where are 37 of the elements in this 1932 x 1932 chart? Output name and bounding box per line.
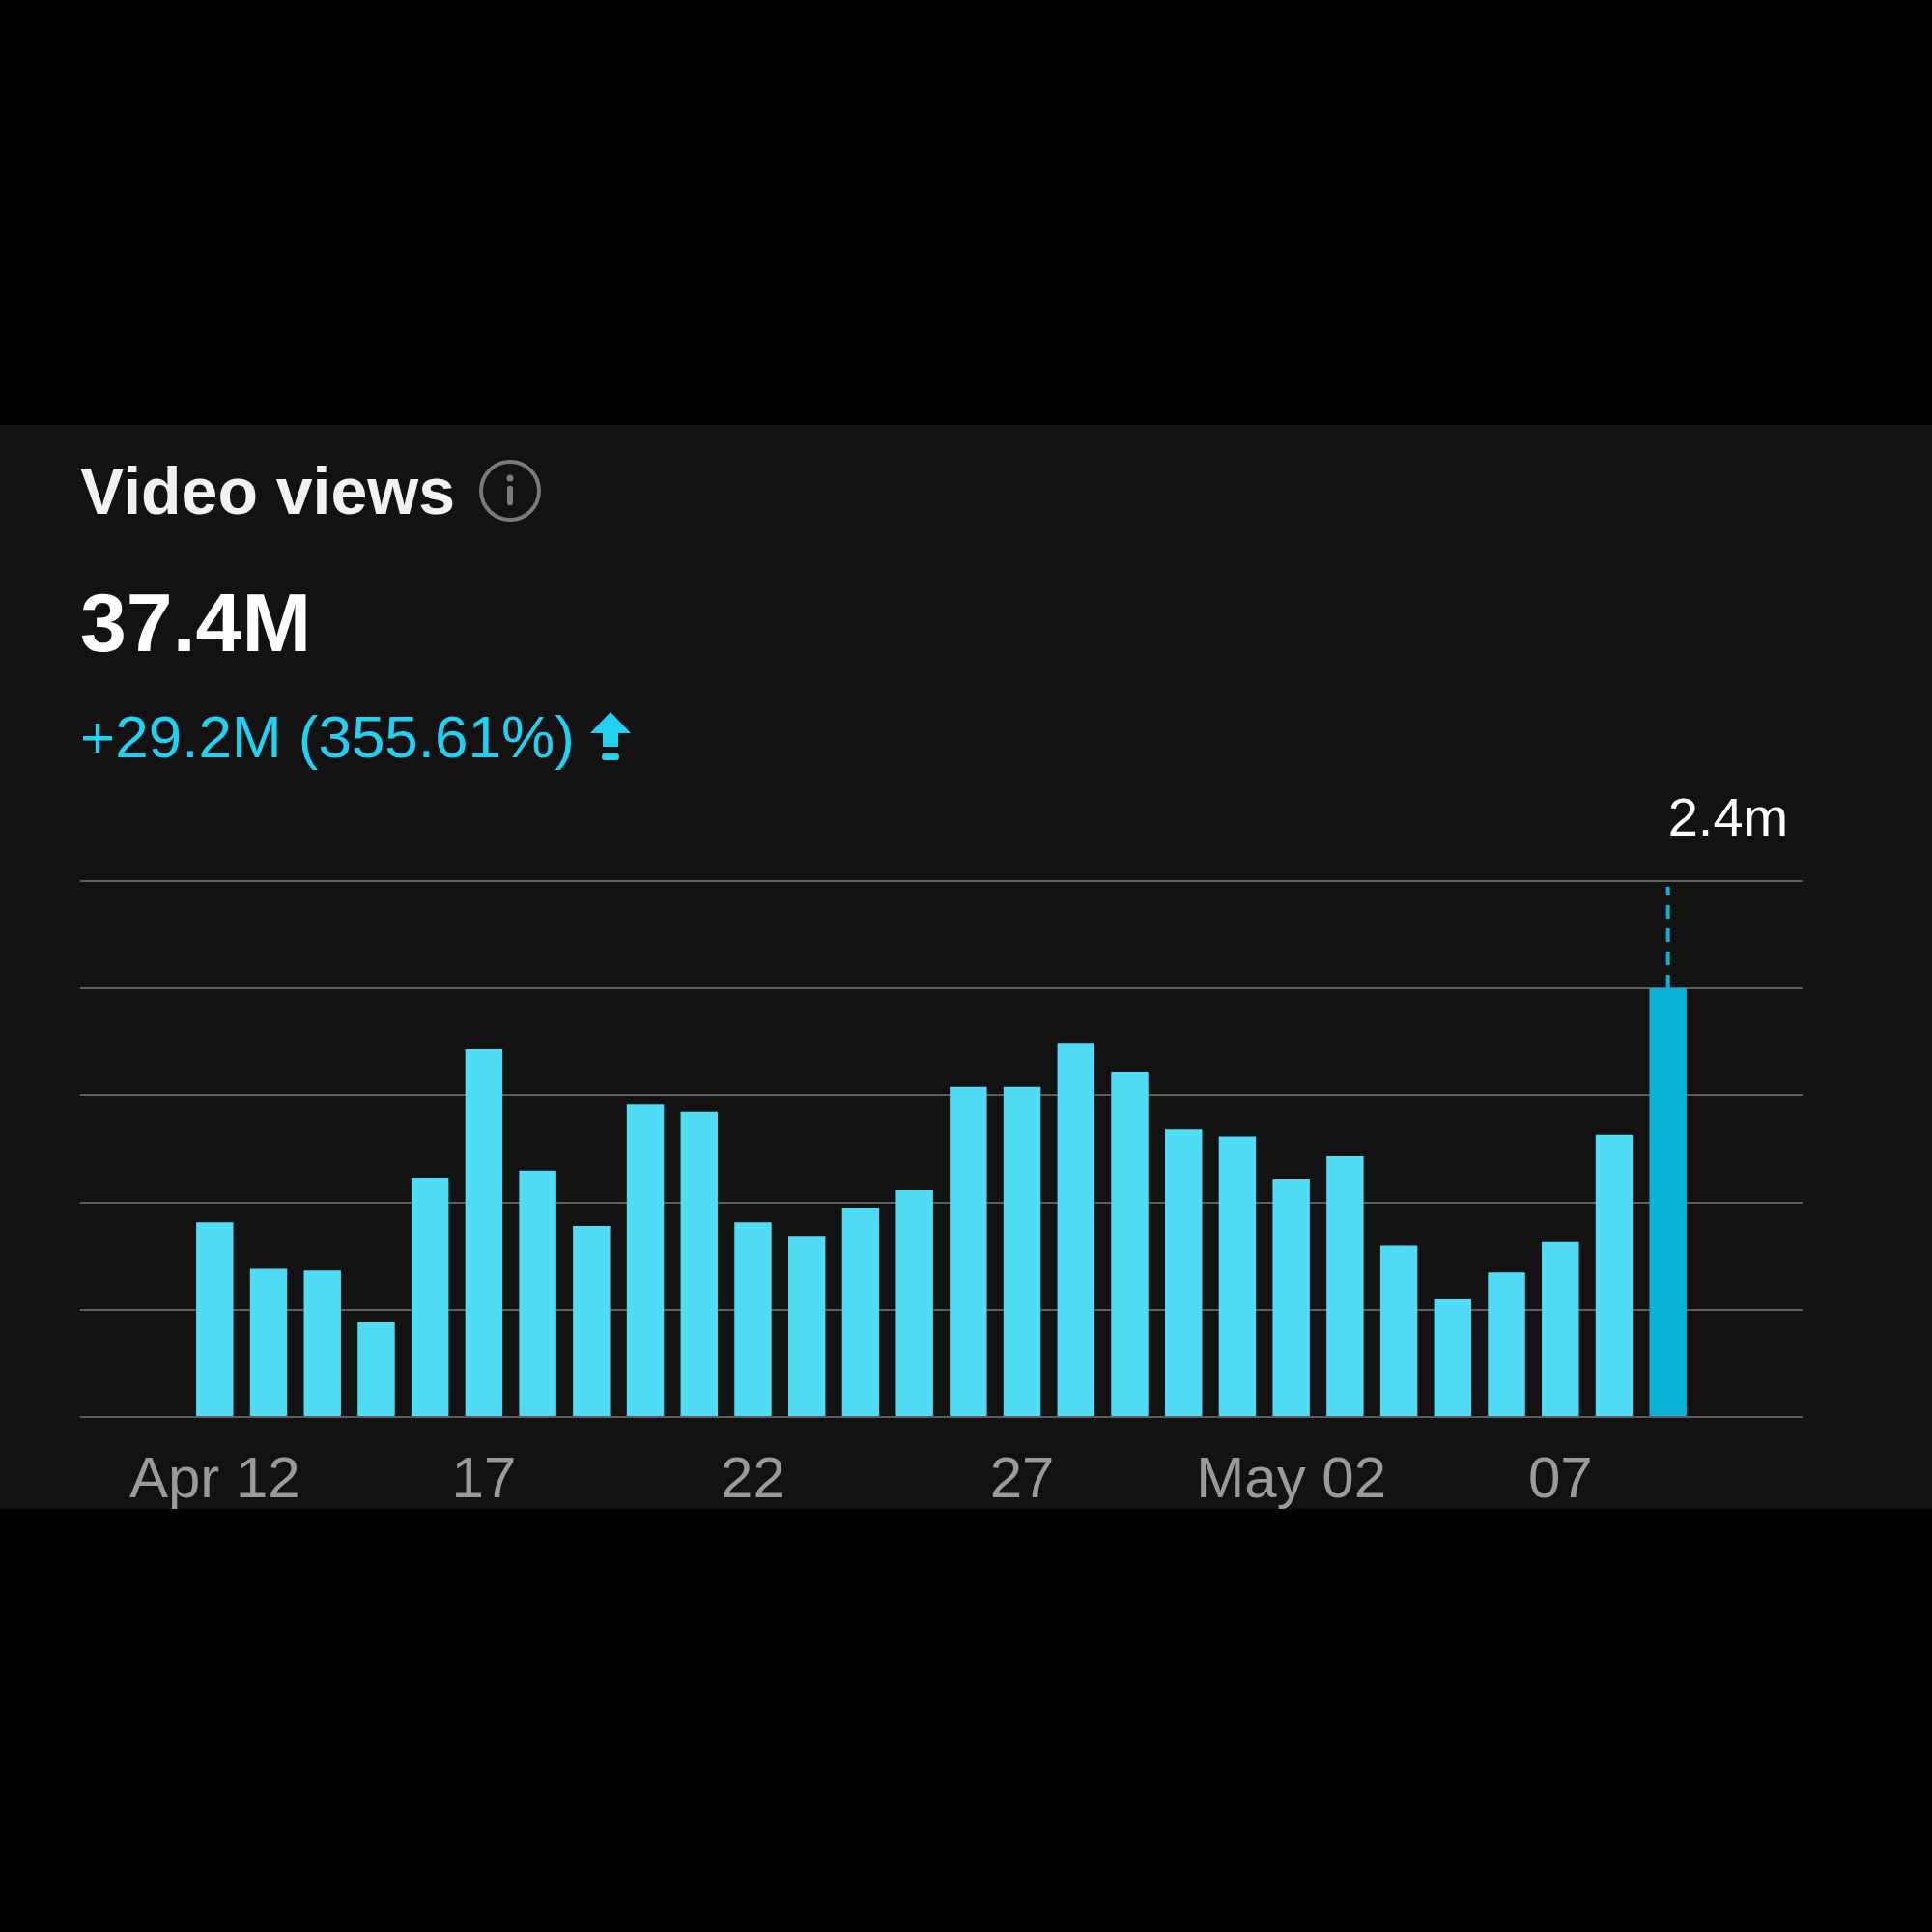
chart-subtitle: 37.4M xyxy=(80,574,312,670)
data-label: 2.4m xyxy=(1667,786,1789,848)
bar xyxy=(1488,1272,1525,1416)
bar xyxy=(196,1222,234,1416)
bar xyxy=(626,1104,665,1416)
bar xyxy=(734,1222,772,1416)
bar xyxy=(1057,1043,1095,1416)
bar xyxy=(1165,1129,1203,1416)
x-tick-label: 27 xyxy=(989,1444,1055,1510)
bar xyxy=(680,1111,718,1416)
bar xyxy=(787,1236,826,1416)
bar xyxy=(1434,1298,1472,1416)
bar xyxy=(249,1268,288,1416)
bar xyxy=(1542,1241,1579,1416)
x-tick-label: Apr 12 xyxy=(128,1444,300,1510)
bar xyxy=(950,1086,987,1416)
bar xyxy=(573,1226,611,1416)
bar xyxy=(1003,1086,1041,1416)
bar xyxy=(1379,1245,1418,1416)
bar xyxy=(357,1321,395,1416)
x-tick-label: 22 xyxy=(721,1444,785,1510)
bar xyxy=(1272,1179,1310,1416)
x-tick-label: May 02 xyxy=(1196,1444,1387,1510)
bar xyxy=(841,1208,880,1416)
bar xyxy=(1595,1134,1634,1416)
bar xyxy=(411,1178,449,1416)
bar xyxy=(1218,1136,1257,1416)
x-tick-label: 17 xyxy=(451,1444,517,1510)
bar xyxy=(1111,1071,1149,1416)
bar xyxy=(1326,1155,1364,1416)
x-tick-label: 07 xyxy=(1527,1444,1593,1510)
bar xyxy=(519,1170,556,1416)
bar xyxy=(303,1270,341,1416)
text: +29.2M (355.61%) xyxy=(80,702,575,772)
chart-title: Video views xyxy=(80,452,456,529)
bar xyxy=(465,1048,503,1416)
bar xyxy=(895,1190,933,1416)
